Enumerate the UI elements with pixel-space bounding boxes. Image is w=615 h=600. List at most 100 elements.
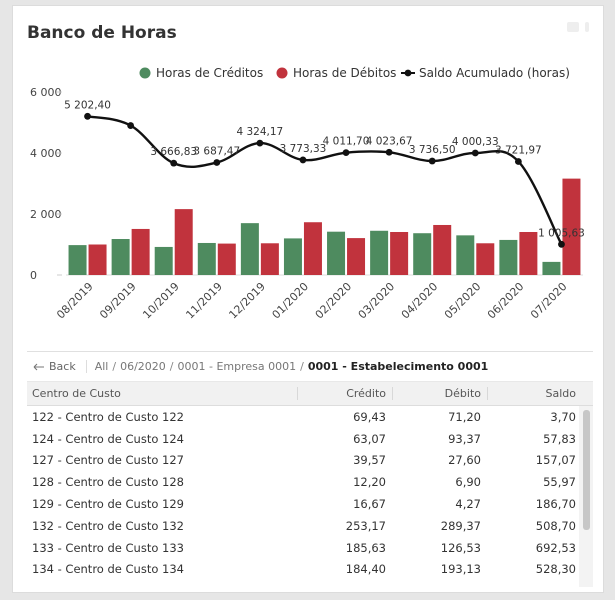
x-tick-label: 02/2020 [313, 280, 355, 322]
saldo-data-label: 3 736,50 [409, 144, 456, 156]
scrollbar-thumb[interactable] [583, 410, 590, 530]
x-tick-label: 03/2020 [356, 280, 398, 322]
cell-cost-center: 134 - Centro de Custo 134 [32, 562, 184, 577]
bar-debit-04/2020 [433, 224, 452, 275]
bar-credit-09/2019 [111, 239, 130, 275]
table-row[interactable]: 122 - Centro de Custo 122 69,43 71,20 3,… [27, 406, 593, 428]
y-tick-label: 2 000 [30, 208, 62, 221]
x-tick-label: 06/2020 [485, 280, 527, 322]
saldo-data-label: 4 023,67 [366, 135, 413, 147]
saldo-data-label: 3 773,33 [280, 143, 327, 155]
cell-debit: 4,27 [455, 497, 481, 512]
cell-cost-center: 132 - Centro de Custo 132 [32, 518, 184, 533]
header-credit[interactable]: Crédito [297, 387, 392, 400]
bar-credit-12/2019 [240, 223, 259, 275]
card-actions [567, 22, 589, 32]
legend-marker [139, 67, 151, 79]
saldo-data-label: 5 202,40 [64, 99, 111, 111]
cell-debit: 289,37 [440, 518, 481, 533]
header-cost-center[interactable]: Centro de Custo [32, 387, 121, 400]
bar-debit-10/2019 [174, 209, 193, 275]
cell-balance: 528,30 [535, 562, 576, 577]
bar-credit-02/2020 [327, 231, 346, 275]
cell-credit: 39,57 [353, 453, 386, 468]
legend-marker [276, 67, 288, 79]
saldo-point-03/2020 [385, 148, 393, 156]
cell-cost-center: 129 - Centro de Custo 129 [32, 497, 184, 512]
more-icon[interactable] [585, 22, 589, 32]
table-row[interactable]: 129 - Centro de Custo 129 16,67 4,27 186… [27, 493, 593, 515]
legend-entry: Horas de Créditos [156, 66, 263, 80]
cell-balance: 57,83 [543, 431, 576, 446]
cell-debit: 71,20 [448, 409, 481, 424]
bar-debit-05/2020 [476, 243, 495, 275]
saldo-point-09/2019 [127, 122, 135, 129]
cell-cost-center: 133 - Centro de Custo 133 [32, 540, 184, 555]
x-tick-label: 11/2019 [183, 280, 225, 322]
bar-credit-01/2020 [283, 238, 302, 275]
cell-credit: 253,17 [345, 518, 386, 533]
y-tick-label: 0 [30, 269, 37, 282]
bar-credit-11/2019 [197, 242, 216, 275]
bar-debit-07/2020 [562, 178, 581, 275]
table-row[interactable]: 124 - Centro de Custo 124 63,07 93,37 57… [27, 428, 593, 450]
bar-debit-03/2020 [390, 231, 409, 275]
bar-credit-03/2020 [370, 230, 389, 275]
header-debit[interactable]: Débito [392, 387, 487, 400]
cell-debit: 193,13 [440, 562, 481, 577]
table-row[interactable]: 127 - Centro de Custo 127 39,57 27,60 15… [27, 450, 593, 472]
breadcrumb-item-period[interactable]: 06/2020 [120, 360, 166, 373]
table-row[interactable]: 134 - Centro de Custo 134 184,40 193,13 … [27, 559, 593, 581]
header-balance[interactable]: Saldo [487, 387, 582, 400]
bar-credit-08/2019 [68, 245, 87, 275]
breadcrumb-separator: / [112, 360, 117, 373]
x-tick-label: 08/2019 [54, 280, 96, 322]
cell-balance: 55,97 [543, 475, 576, 490]
cell-balance: 508,70 [535, 518, 576, 533]
breadcrumb: Back All / 06/2020 / 0001 - Empresa 0001… [27, 352, 593, 382]
x-tick-label: 05/2020 [442, 280, 484, 322]
table-row[interactable]: 128 - Centro de Custo 128 12,20 6,90 55,… [27, 471, 593, 493]
x-tick-label: 10/2019 [140, 280, 182, 322]
breadcrumb-current: 0001 - Estabelecimento 0001 [307, 360, 489, 373]
comment-icon[interactable] [567, 22, 579, 32]
cell-cost-center: 124 - Centro de Custo 124 [32, 431, 184, 446]
legend-entry: Horas de Débitos [293, 66, 396, 80]
cell-debit: 126,53 [440, 540, 481, 555]
cell-balance: 3,70 [550, 409, 576, 424]
back-button[interactable]: Back [33, 360, 87, 373]
breadcrumb-item-company[interactable]: 0001 - Empresa 0001 [177, 360, 297, 373]
bar-debit-08/2019 [88, 244, 107, 275]
cell-balance: 157,07 [535, 453, 576, 468]
cell-debit: 6,90 [455, 475, 481, 490]
x-tick-label: 09/2019 [97, 280, 139, 322]
x-tick-label: 12/2019 [226, 280, 268, 322]
cell-credit: 16,67 [353, 497, 386, 512]
cell-credit: 69,43 [353, 409, 386, 424]
table-scrollbar[interactable] [579, 406, 593, 587]
cell-debit: 27,60 [448, 453, 481, 468]
y-tick-label: 4 000 [30, 147, 62, 160]
table-row[interactable]: 133 - Centro de Custo 133 185,63 126,53 … [27, 537, 593, 559]
cell-cost-center: 128 - Centro de Custo 128 [32, 475, 184, 490]
x-tick-label: 04/2020 [399, 280, 441, 322]
banco-de-horas-card: Banco de Horas 0 2 000 4 000 6 000 5 202,40 3… [12, 5, 604, 593]
saldo-data-label: 4 324,17 [236, 126, 283, 138]
breadcrumb-separator: / [169, 360, 174, 373]
table-header: Centro de Custo Crédito Débito Saldo [27, 382, 593, 406]
bar-debit-06/2020 [519, 231, 538, 275]
saldo-data-label: 4 000,33 [452, 136, 499, 148]
cell-cost-center: 127 - Centro de Custo 127 [32, 453, 184, 468]
bar-credit-04/2020 [413, 233, 432, 275]
bar-debit-11/2019 [217, 243, 236, 275]
table-row[interactable]: 132 - Centro de Custo 132 253,17 289,37 … [27, 515, 593, 537]
x-tick-label: 07/2020 [528, 280, 570, 322]
legend-marker [404, 69, 412, 77]
breadcrumb-item-all[interactable]: All [94, 360, 109, 373]
legend-entry: Saldo Acumulado (horas) [419, 66, 570, 80]
cell-credit: 12,20 [353, 475, 386, 490]
arrow-left-icon [33, 363, 44, 370]
cell-balance: 186,70 [535, 497, 576, 512]
saldo-point-04/2020 [428, 157, 436, 165]
